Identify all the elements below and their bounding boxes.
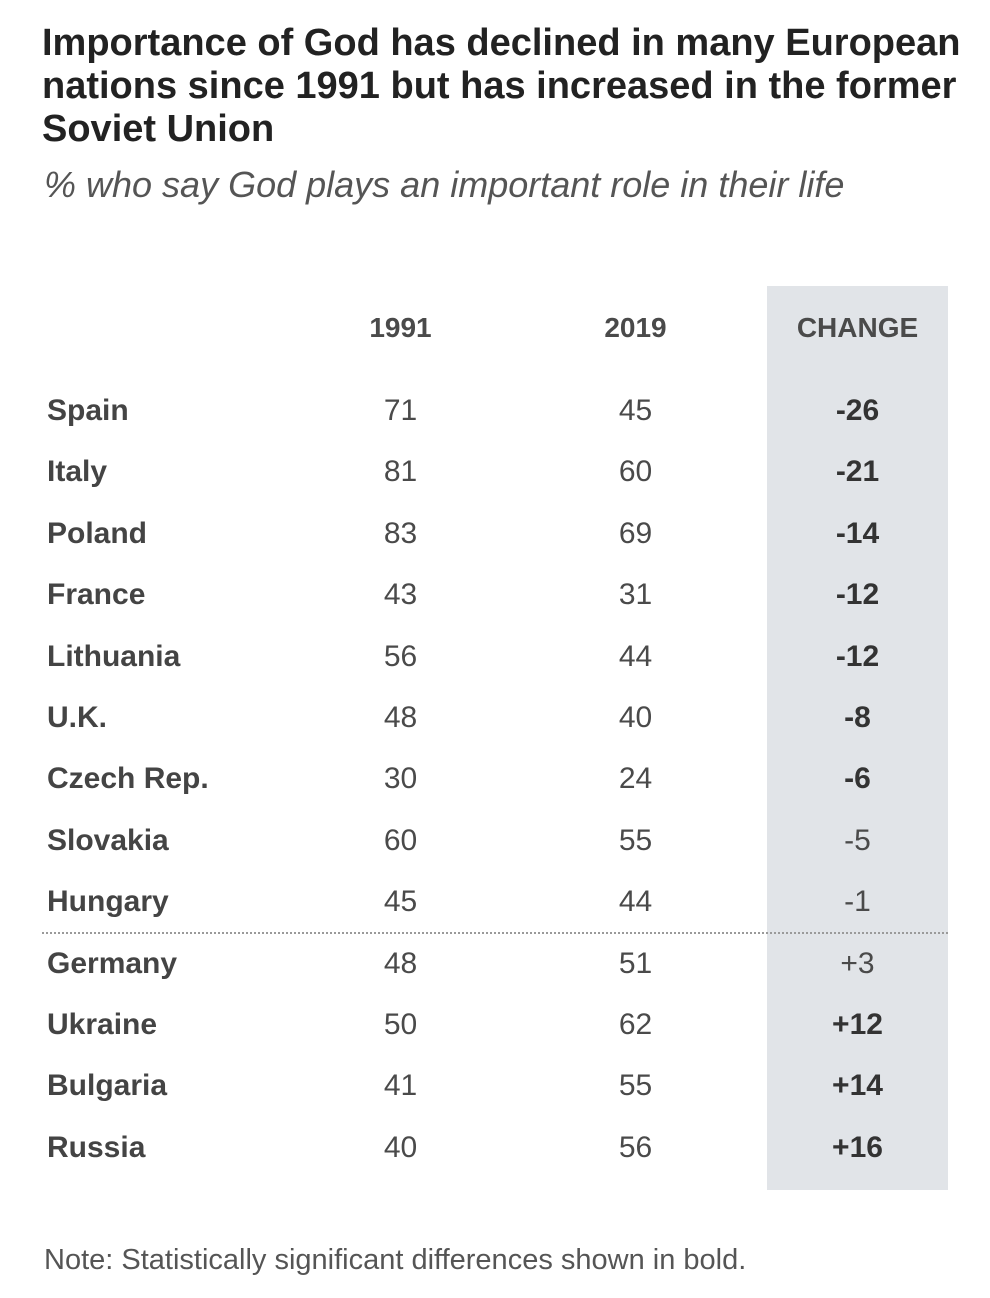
value-1991: 40 bbox=[383, 1130, 418, 1164]
table-row: Lithuania 56 44 -12 bbox=[0, 635, 990, 679]
value-1991: 71 bbox=[383, 394, 418, 427]
table-row: Ukraine 50 62 +12 bbox=[0, 1003, 990, 1047]
value-2019: 60 bbox=[618, 455, 653, 489]
change-value: -26 bbox=[835, 394, 880, 427]
value-2019: 44 bbox=[618, 885, 653, 919]
value-2019: 31 bbox=[618, 578, 653, 612]
value-1991: 43 bbox=[383, 578, 418, 612]
country-label: Hungary bbox=[47, 885, 169, 919]
change-value: -1 bbox=[844, 885, 871, 919]
value-2019: 24 bbox=[618, 762, 653, 796]
table-row: Poland 83 69 -14 bbox=[0, 512, 990, 556]
change-value: -8 bbox=[844, 701, 871, 734]
country-label: Lithuania bbox=[47, 639, 181, 673]
value-2019: 51 bbox=[618, 946, 653, 980]
change-value: +3 bbox=[840, 946, 875, 980]
value-2019: 44 bbox=[618, 639, 653, 673]
change-value: -5 bbox=[844, 823, 871, 857]
value-1991: 50 bbox=[383, 1008, 418, 1041]
change-value: -12 bbox=[835, 639, 880, 673]
value-1991: 83 bbox=[383, 516, 418, 550]
country-label: Russia bbox=[47, 1130, 146, 1164]
change-value: +14 bbox=[832, 1069, 883, 1103]
value-2019: 40 bbox=[618, 701, 653, 734]
table-row: Germany 48 51 +3 bbox=[0, 942, 990, 986]
value-2019: 55 bbox=[618, 1069, 653, 1103]
decline-increase-divider bbox=[42, 932, 948, 934]
table-row: Slovakia 60 55 -5 bbox=[0, 819, 990, 863]
change-column-band bbox=[767, 286, 948, 1190]
value-1991: 48 bbox=[383, 701, 418, 734]
value-2019: 45 bbox=[618, 394, 653, 427]
table-row: Russia 40 56 +16 bbox=[0, 1126, 990, 1170]
column-header-1991: 1991 bbox=[369, 312, 432, 343]
country-label: Bulgaria bbox=[47, 1069, 168, 1103]
table-row: Bulgaria 41 55 +14 bbox=[0, 1064, 990, 1108]
chart-title: Importance of God has declined in many E… bbox=[42, 22, 961, 150]
change-value: -12 bbox=[835, 578, 880, 612]
value-1991: 60 bbox=[383, 823, 418, 857]
country-label: Czech Rep. bbox=[47, 762, 209, 796]
change-value: -21 bbox=[835, 455, 880, 489]
change-value: -6 bbox=[844, 762, 871, 796]
country-label: Slovakia bbox=[47, 823, 169, 857]
table-row: Italy 81 60 -21 bbox=[0, 450, 990, 494]
value-1991: 81 bbox=[383, 455, 418, 489]
change-value: +16 bbox=[832, 1130, 883, 1164]
table-row: U.K. 48 40 -8 bbox=[0, 696, 990, 740]
column-header-2019: 2019 bbox=[604, 312, 667, 343]
table-row: Spain 71 45 -26 bbox=[0, 389, 990, 433]
country-label: U.K. bbox=[47, 701, 107, 734]
column-header-change: CHANGE bbox=[796, 312, 919, 343]
country-label: Germany bbox=[47, 946, 178, 980]
table-row: Hungary 45 44 -1 bbox=[0, 880, 990, 924]
table-row: France 43 31 -12 bbox=[0, 573, 990, 617]
table-row: Czech Rep. 30 24 -6 bbox=[0, 757, 990, 801]
country-label: France bbox=[47, 578, 146, 612]
value-2019: 56 bbox=[618, 1130, 653, 1164]
country-label: Ukraine bbox=[47, 1008, 158, 1041]
value-2019: 62 bbox=[618, 1008, 653, 1041]
change-value: -14 bbox=[835, 516, 880, 550]
chart-subtitle: % who say God plays an important role in… bbox=[44, 164, 845, 205]
change-value: +12 bbox=[832, 1008, 883, 1041]
value-1991: 41 bbox=[383, 1069, 418, 1103]
value-2019: 69 bbox=[618, 516, 653, 550]
value-1991: 48 bbox=[383, 946, 418, 980]
value-1991: 45 bbox=[383, 885, 418, 919]
country-label: Poland bbox=[47, 516, 148, 550]
country-label: Spain bbox=[47, 394, 129, 427]
chart-note: Note: Statistically significant differen… bbox=[44, 1244, 747, 1276]
country-label: Italy bbox=[47, 455, 108, 489]
value-1991: 56 bbox=[383, 639, 418, 673]
value-2019: 55 bbox=[618, 823, 653, 857]
value-1991: 30 bbox=[383, 762, 418, 796]
